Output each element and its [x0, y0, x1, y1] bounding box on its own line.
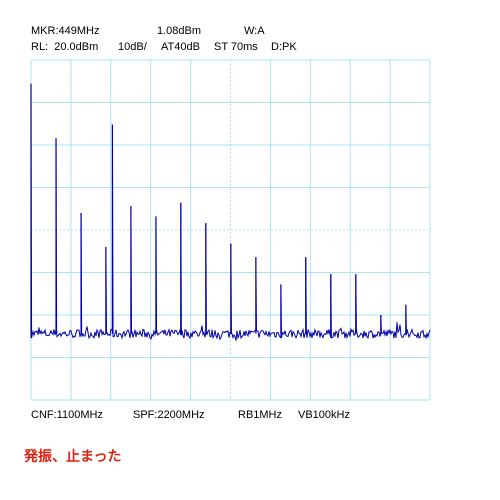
graticule [30, 59, 431, 401]
center-frequency: CNF:1100MHz [31, 409, 103, 421]
video-bandwidth: VB100kHz [298, 409, 350, 421]
harmonic-peaks [30, 83, 407, 334]
reference-level: RL: 20.0dBm [31, 41, 99, 53]
spectrum-trace [30, 83, 431, 341]
detector-mode: D:PK [271, 41, 297, 53]
caption: 発振、止まった [24, 449, 122, 465]
sweep-time: ST 70ms [214, 41, 258, 53]
attenuation: AT40dB [161, 41, 200, 53]
vertical-scale: 10dB/ [118, 41, 147, 53]
marker-level: 1.08dBm [157, 25, 202, 37]
marker-frequency: MKR:449MHz [31, 25, 100, 37]
trace-mode: W:A [244, 25, 265, 37]
resolution-bandwidth: RB1MHz [238, 409, 283, 421]
frequency-span: SPF:2200MHz [133, 409, 205, 421]
